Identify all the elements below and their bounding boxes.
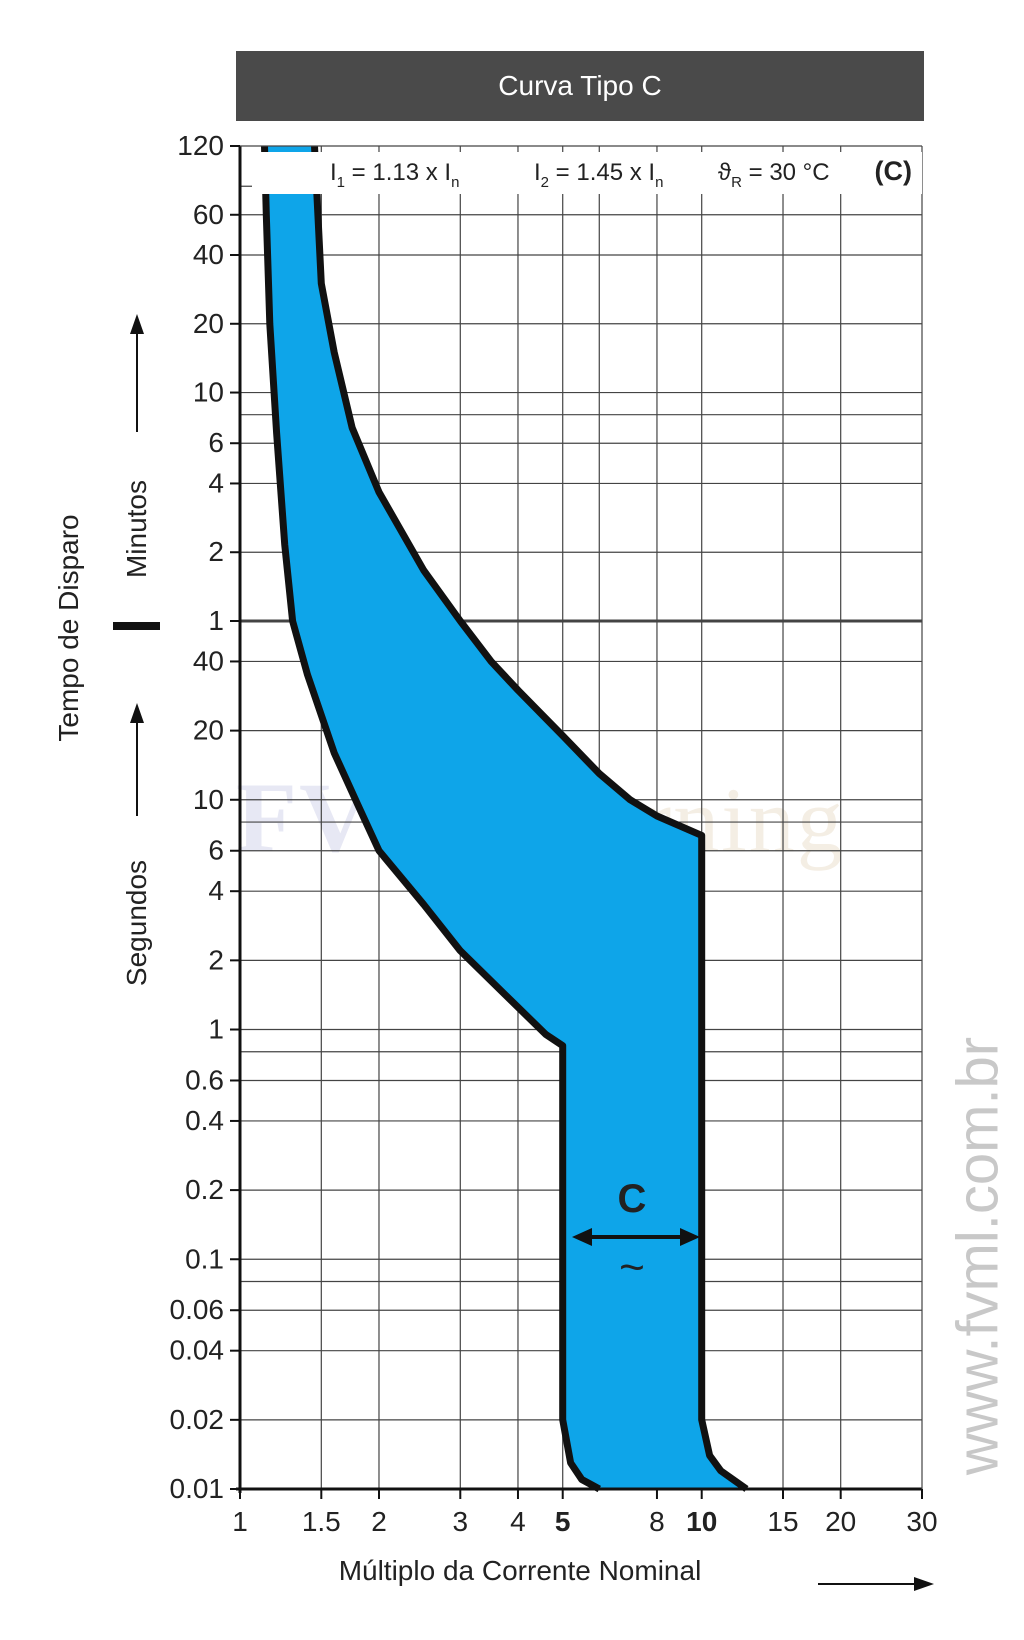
band-arrow-right-icon (680, 1228, 700, 1246)
y-tick-label: 60 (193, 199, 224, 230)
seconds-arrow-head-icon (130, 703, 144, 723)
x-tick-label: 5 (555, 1506, 571, 1537)
x-axis-arrow-head-icon (914, 1577, 934, 1591)
y-tick-label: 4 (208, 875, 224, 906)
x-tick-labels: 1 1.5 2 3 4 5 8 10 15 20 30 (232, 1489, 938, 1537)
y-tick-label: 20 (193, 308, 224, 339)
x-tick-label: 1 (232, 1506, 248, 1537)
x-tick-label: 30 (906, 1506, 937, 1537)
y-tick-label: 120 (177, 130, 224, 161)
y-tick-label: 0.6 (185, 1064, 224, 1095)
y-tick-label: 0.4 (185, 1105, 224, 1136)
y-tick-label: 0.02 (170, 1404, 225, 1435)
annotation-curve-code: (C) (875, 156, 912, 186)
x-tick-label: 3 (453, 1506, 469, 1537)
y-tick-label: 20 (193, 715, 224, 746)
y-tick-label: 0.1 (185, 1243, 224, 1274)
x-tick-label: 2 (371, 1506, 387, 1537)
x-tick-label: 20 (825, 1506, 856, 1537)
y-tick-label: 2 (208, 944, 224, 975)
x-tick-label: 10 (686, 1506, 717, 1537)
x-tick-label: 1.5 (302, 1506, 341, 1537)
x-tick-label: 8 (649, 1506, 665, 1537)
annotation-theta: ϑR = 30 °C (718, 159, 830, 191)
band-label: C (618, 1177, 647, 1221)
y-tick-label: 10 (193, 784, 224, 815)
y-tick-label: 0.04 (170, 1335, 225, 1366)
y-tick-label: 6 (208, 835, 224, 866)
y-tick-label: 0.01 (170, 1473, 225, 1504)
y-tick-label: 0.06 (170, 1294, 225, 1325)
minutes-arrow-head-icon (130, 314, 144, 334)
y-tick-label: 0.2 (185, 1174, 224, 1205)
y-tick-label: 1 (208, 1014, 224, 1045)
y-tick-label: 10 (193, 377, 224, 408)
side-website-text: www.fvml.com.br (945, 1036, 1011, 1476)
band-arrow-left-icon (572, 1228, 592, 1246)
annotation-i1: I1 = 1.13 x In (330, 159, 459, 191)
section-divider-mark (113, 622, 160, 630)
annotation-i2: I2 = 1.45 x In (534, 159, 663, 191)
x-tick-label: 4 (510, 1506, 526, 1537)
y-tick-label: 1 (208, 605, 224, 636)
y-tick-label: 40 (193, 645, 224, 676)
axes (236, 145, 923, 1493)
annotation-background (252, 152, 922, 194)
y-tick-labels: 0.010.020.040.060.10.20.40.6124610204012… (170, 130, 240, 1504)
band-symbol: ~ (619, 1243, 645, 1292)
y-axis-label: Tempo de Disparo (53, 514, 84, 741)
y-section-minutes-label: Minutos (121, 480, 152, 578)
x-tick-label: 15 (767, 1506, 798, 1537)
chart-title: Curva Tipo C (236, 51, 924, 121)
x-axis-label: Múltiplo da Corrente Nominal (339, 1555, 702, 1586)
y-tick-label: 2 (208, 536, 224, 567)
lower-bound-curve (261, 145, 601, 1493)
upper-bound-curve (311, 145, 749, 1492)
trip-band-area (264, 146, 747, 1489)
y-tick-label: 6 (208, 427, 224, 458)
y-section-seconds-label: Segundos (121, 860, 152, 986)
y-tick-label: 40 (193, 239, 224, 270)
y-tick-label: 4 (208, 467, 224, 498)
